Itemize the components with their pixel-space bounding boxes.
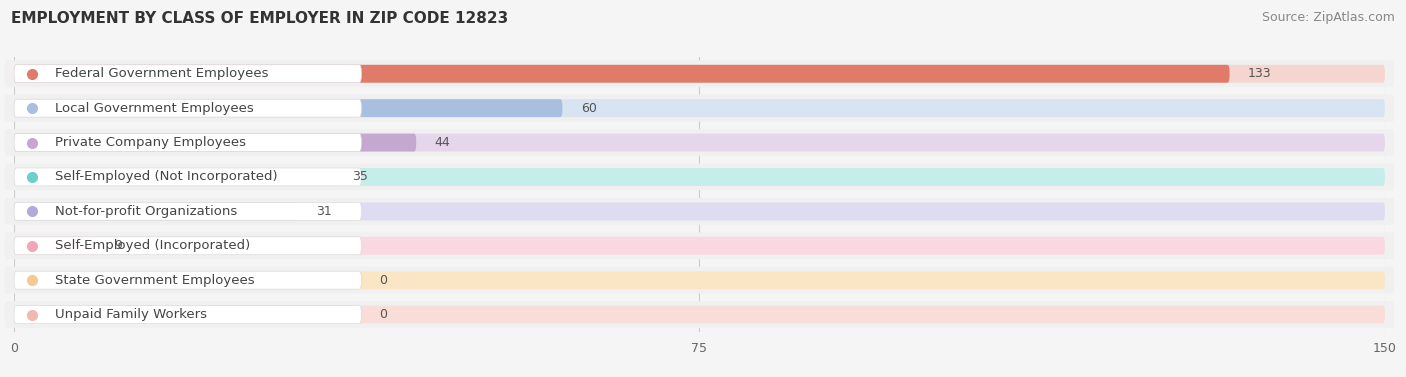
FancyBboxPatch shape (14, 168, 335, 186)
FancyBboxPatch shape (14, 237, 96, 255)
FancyBboxPatch shape (14, 99, 562, 117)
FancyBboxPatch shape (14, 133, 361, 152)
FancyBboxPatch shape (4, 60, 1395, 87)
Text: 35: 35 (353, 170, 368, 184)
FancyBboxPatch shape (14, 237, 1385, 255)
Text: EMPLOYMENT BY CLASS OF EMPLOYER IN ZIP CODE 12823: EMPLOYMENT BY CLASS OF EMPLOYER IN ZIP C… (11, 11, 509, 26)
FancyBboxPatch shape (14, 202, 298, 220)
Text: Self-Employed (Incorporated): Self-Employed (Incorporated) (55, 239, 250, 252)
FancyBboxPatch shape (14, 306, 361, 323)
FancyBboxPatch shape (4, 129, 1395, 156)
FancyBboxPatch shape (14, 237, 361, 255)
FancyBboxPatch shape (4, 232, 1395, 259)
Text: 31: 31 (316, 205, 332, 218)
Text: Private Company Employees: Private Company Employees (55, 136, 246, 149)
Text: Source: ZipAtlas.com: Source: ZipAtlas.com (1261, 11, 1395, 24)
FancyBboxPatch shape (14, 133, 1385, 152)
FancyBboxPatch shape (14, 202, 361, 220)
FancyBboxPatch shape (14, 99, 361, 117)
FancyBboxPatch shape (14, 306, 1385, 323)
Text: 133: 133 (1249, 67, 1271, 80)
FancyBboxPatch shape (14, 271, 1385, 289)
FancyBboxPatch shape (4, 301, 1395, 328)
FancyBboxPatch shape (4, 198, 1395, 225)
FancyBboxPatch shape (4, 164, 1395, 190)
Text: Self-Employed (Not Incorporated): Self-Employed (Not Incorporated) (55, 170, 278, 184)
Text: Unpaid Family Workers: Unpaid Family Workers (55, 308, 207, 321)
FancyBboxPatch shape (14, 271, 361, 289)
FancyBboxPatch shape (14, 133, 416, 152)
Text: 0: 0 (380, 308, 388, 321)
FancyBboxPatch shape (4, 95, 1395, 121)
FancyBboxPatch shape (14, 99, 1385, 117)
FancyBboxPatch shape (14, 168, 361, 186)
Text: State Government Employees: State Government Employees (55, 274, 254, 287)
FancyBboxPatch shape (14, 65, 1385, 83)
FancyBboxPatch shape (4, 267, 1395, 294)
Text: 9: 9 (115, 239, 122, 252)
FancyBboxPatch shape (14, 65, 1229, 83)
Text: 44: 44 (434, 136, 450, 149)
Text: 0: 0 (380, 274, 388, 287)
Text: Local Government Employees: Local Government Employees (55, 102, 254, 115)
Text: Federal Government Employees: Federal Government Employees (55, 67, 269, 80)
FancyBboxPatch shape (14, 202, 1385, 220)
FancyBboxPatch shape (14, 168, 1385, 186)
Text: 60: 60 (581, 102, 596, 115)
FancyBboxPatch shape (14, 65, 361, 83)
Text: Not-for-profit Organizations: Not-for-profit Organizations (55, 205, 238, 218)
